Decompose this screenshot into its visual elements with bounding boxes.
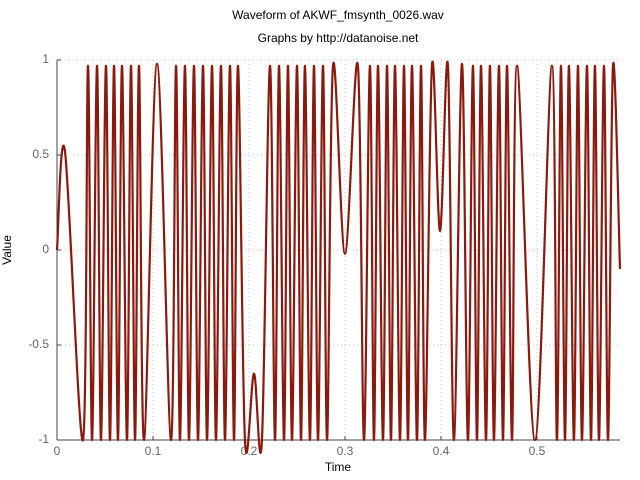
chart-title: Waveform of AKWF_fmsynth_0026.wav bbox=[232, 8, 444, 22]
x-axis-label: Time bbox=[325, 460, 352, 474]
y-tick-label: 1 bbox=[42, 52, 49, 66]
y-tick-label: -0.5 bbox=[28, 337, 49, 351]
chart-subtitle: Graphs by http://datanoise.net bbox=[258, 31, 419, 45]
x-tick-label: 0.2 bbox=[241, 444, 258, 458]
y-axis-label: Value bbox=[0, 235, 14, 265]
x-tick-label: 0.1 bbox=[145, 444, 162, 458]
x-tick-label: 0.4 bbox=[433, 444, 450, 458]
y-tick-label: 0.5 bbox=[32, 147, 49, 161]
x-tick-label: 0 bbox=[54, 444, 61, 458]
y-tick-label: -1 bbox=[38, 432, 49, 446]
y-tick-label: 0 bbox=[42, 242, 49, 256]
waveform-line bbox=[55, 60, 622, 454]
x-tick-label: 0.3 bbox=[337, 444, 354, 458]
x-tick-label: 0.5 bbox=[529, 444, 546, 458]
